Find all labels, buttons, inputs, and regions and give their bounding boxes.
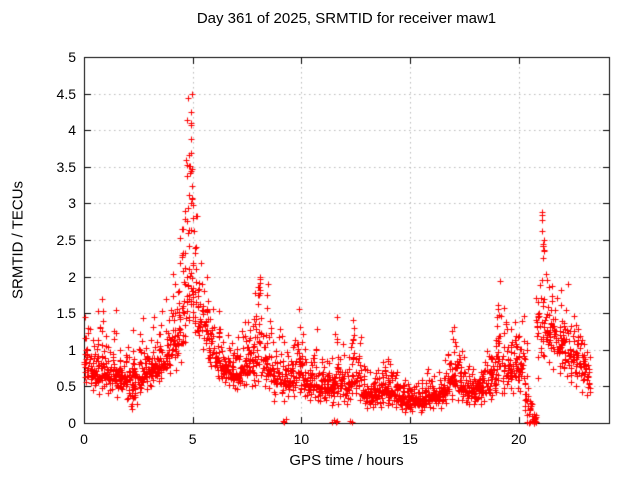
y-tick-label: 0 [68,415,76,431]
y-tick-label: 3.5 [56,158,76,175]
x-tick-label: 0 [80,431,88,447]
y-tick-label: 1 [68,341,76,358]
y-tick-label: 2 [68,268,76,285]
x-tick-label: 15 [402,431,418,447]
y-axis-label: SRMTID / TECUs [9,180,27,300]
y-tick-label: 4.5 [56,85,76,102]
x-tick-label: 5 [188,431,197,447]
x-tick-label: 20 [510,431,527,447]
y-tick-label: 3 [68,195,76,212]
chart-title: Day 361 of 2025, SRMTID for receiver maw… [196,10,497,27]
y-tick-label: 0.5 [56,378,76,395]
y-tick-label: 1.5 [56,305,76,322]
x-axis-label: GPS time / hours [289,452,404,469]
x-tick-label: 10 [293,431,310,447]
y-tick-label: 4 [68,122,76,139]
y-tick-label: 2.5 [56,232,76,248]
y-tick-label: 5 [68,49,76,65]
